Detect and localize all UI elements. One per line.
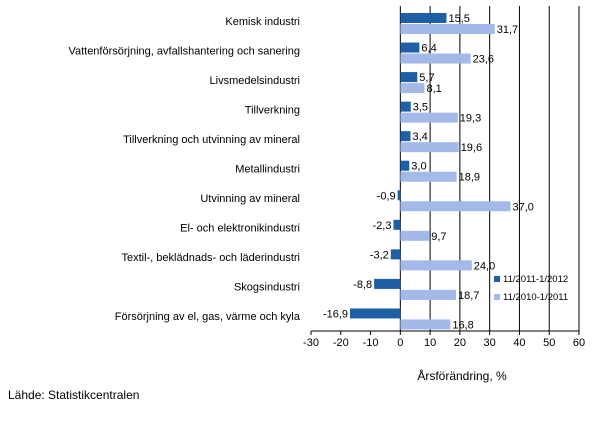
bar bbox=[393, 219, 401, 230]
value-label: 18,9 bbox=[459, 172, 480, 184]
value-label: -8,8 bbox=[353, 279, 372, 291]
bar bbox=[374, 278, 401, 289]
bar bbox=[400, 72, 418, 83]
x-tick-label: 30 bbox=[484, 337, 496, 349]
bar bbox=[350, 308, 401, 319]
value-label: -2,3 bbox=[373, 220, 392, 232]
x-tick-label: 50 bbox=[543, 337, 555, 349]
value-label: 3,4 bbox=[412, 131, 427, 143]
value-label: 5,7 bbox=[419, 72, 434, 84]
source-note: Lähde: Statistikcentralen bbox=[8, 388, 140, 402]
x-axis: -30 -20 -10 0 10 20 30 40 50 60 bbox=[303, 330, 585, 349]
value-label: 31,7 bbox=[497, 24, 518, 36]
value-label: 19,6 bbox=[461, 142, 482, 154]
value-label: 6,4 bbox=[421, 43, 436, 55]
category-label: El- och elektronikindustri bbox=[180, 223, 300, 235]
bar bbox=[400, 142, 459, 153]
x-tick-label: 10 bbox=[424, 337, 436, 349]
value-label: 3,0 bbox=[411, 161, 426, 173]
bar bbox=[400, 13, 447, 23]
x-tick-label: 0 bbox=[397, 337, 403, 349]
category-label: Skogsindustri bbox=[234, 282, 300, 294]
category-label: Tillverkning bbox=[245, 104, 300, 116]
category-label: Livsmedelsindustri bbox=[210, 75, 300, 87]
bar bbox=[390, 249, 401, 260]
bar bbox=[400, 319, 451, 330]
value-label: 24,0 bbox=[474, 260, 495, 272]
bar bbox=[400, 101, 411, 112]
bar bbox=[400, 24, 495, 34]
x-tick-label: 40 bbox=[513, 337, 525, 349]
bar bbox=[400, 171, 457, 182]
bar bbox=[400, 131, 411, 142]
bar bbox=[397, 190, 401, 201]
value-label: 9,7 bbox=[431, 231, 446, 243]
legend-label: 11/2010-1/2011 bbox=[503, 292, 568, 303]
x-axis-label: Årsförändring, % bbox=[417, 368, 507, 383]
category-label: Försörjning av el, gas, värme och kyla bbox=[115, 311, 301, 323]
value-label: -0,9 bbox=[377, 190, 396, 202]
value-label: 23,6 bbox=[473, 54, 494, 66]
value-label: -3,2 bbox=[370, 249, 389, 261]
bar bbox=[400, 201, 511, 212]
value-label: 15,5 bbox=[448, 13, 469, 25]
category-label: Textil-, beklädnads- och läderindustri bbox=[121, 252, 300, 264]
x-tick-label: -20 bbox=[333, 337, 349, 349]
legend-swatch bbox=[494, 294, 500, 300]
category-label: Metallindustri bbox=[235, 164, 300, 176]
value-label: 8,1 bbox=[426, 83, 441, 95]
x-tick-label: 20 bbox=[454, 337, 466, 349]
value-label: 16,8 bbox=[452, 319, 473, 331]
value-label: 37,0 bbox=[513, 201, 534, 213]
value-label: 19,3 bbox=[460, 113, 481, 125]
x-tick-label: -30 bbox=[303, 337, 319, 349]
value-label: 18,7 bbox=[458, 290, 479, 302]
category-label: Kemisk industri bbox=[225, 16, 300, 28]
bar bbox=[400, 260, 472, 271]
x-tick-label: -10 bbox=[363, 337, 379, 349]
bar bbox=[400, 83, 425, 94]
bar bbox=[400, 112, 458, 123]
category-label: Tillverkning och utvinning av mineral bbox=[123, 134, 300, 146]
legend-label: 11/2011-1/2012 bbox=[503, 274, 568, 285]
value-label: 3,5 bbox=[413, 102, 428, 114]
bar bbox=[400, 230, 430, 241]
value-label: -16,9 bbox=[323, 308, 348, 320]
bar bbox=[400, 289, 457, 300]
category-label: Utvinning av mineral bbox=[200, 193, 300, 205]
category-labels: Kemisk industri Vattenförsörjning, avfall… bbox=[68, 16, 300, 323]
legend-swatch bbox=[494, 276, 500, 282]
value-labels: 15,5 31,7 6,4 23,6 5,78,1 3,5 19,3 3,4 19,6 3,0 18… bbox=[323, 13, 534, 331]
category-label: Vattenförsörjning, avfallshantering och … bbox=[68, 45, 300, 57]
x-tick-label: 60 bbox=[573, 337, 585, 349]
legend: 11/2011-1/2012 11/2010-1/2011 bbox=[494, 274, 568, 303]
bar bbox=[400, 53, 471, 64]
bars bbox=[350, 13, 511, 330]
bar bbox=[400, 42, 420, 53]
bar bbox=[400, 160, 410, 171]
